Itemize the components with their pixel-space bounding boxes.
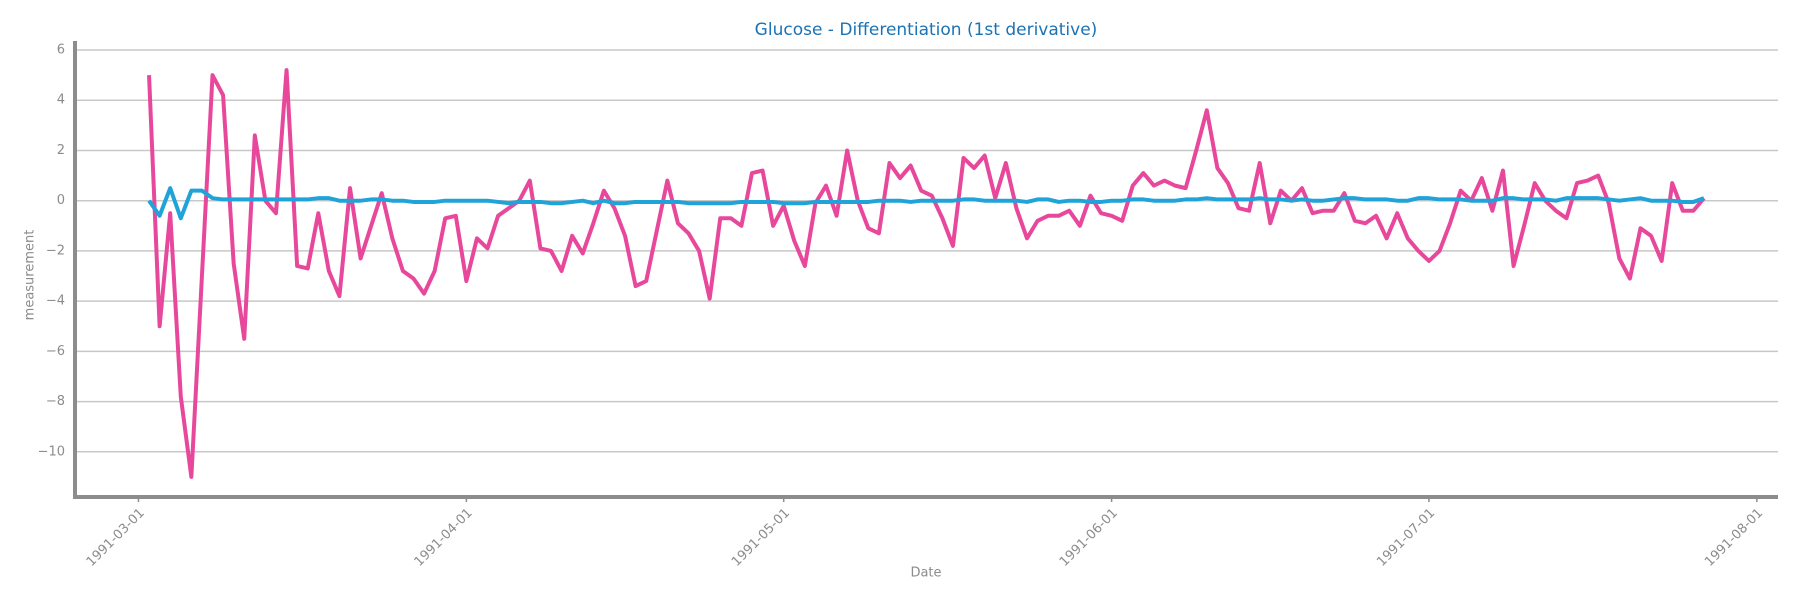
y-tick-label: 2 <box>57 143 65 158</box>
y-axis-label: measurement <box>23 230 38 321</box>
y-tick-label: −6 <box>46 344 65 359</box>
y-tick-label: −10 <box>38 444 65 459</box>
series-line <box>147 68 1706 479</box>
y-tick-label: −8 <box>46 394 65 409</box>
x-tick-label: 1991-05-01 <box>729 506 793 570</box>
chart-title: Glucose - Differentiation (1st derivativ… <box>755 20 1098 40</box>
series-line <box>147 186 1705 221</box>
y-tick-label: −4 <box>46 294 65 309</box>
y-tick-label: −2 <box>46 243 65 258</box>
x-tick-label: 1991-07-01 <box>1374 506 1438 570</box>
y-tick-label: 6 <box>57 43 65 58</box>
x-tick-label: 1991-08-01 <box>1702 506 1766 570</box>
x-axis-label: Date <box>910 566 941 581</box>
x-tick-label: 1991-06-01 <box>1057 506 1121 570</box>
x-tick-label: 1991-04-01 <box>412 506 476 570</box>
y-tick-label: 4 <box>57 93 65 108</box>
x-tick-label: 1991-03-01 <box>84 506 148 570</box>
y-tick-label: 0 <box>57 193 65 208</box>
